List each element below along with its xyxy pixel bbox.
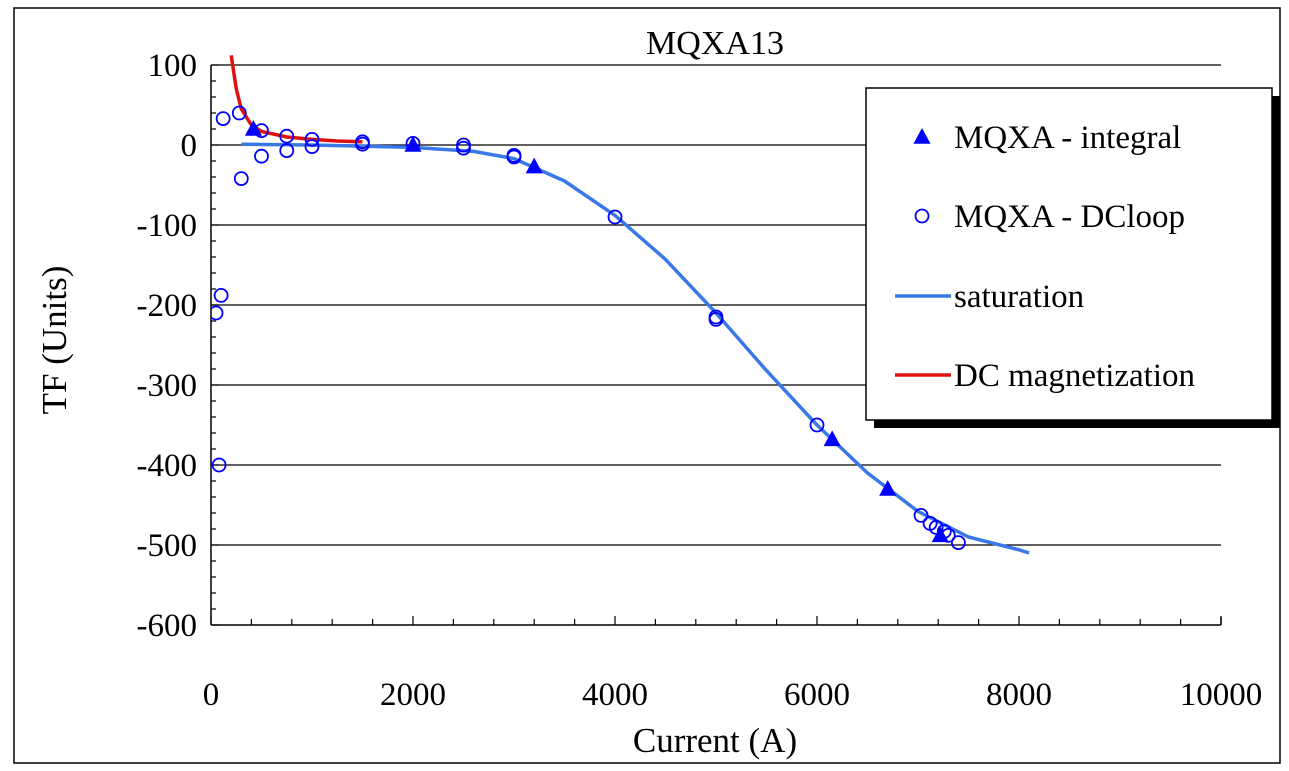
data-point-circle [304,139,320,155]
data-point-circle [913,508,929,523]
data-point-circle [211,457,227,473]
x-tick-label: 0 [203,677,220,713]
series-line-dc-magnetization [229,55,363,144]
data-point-circle [809,417,825,433]
legend-label: saturation [954,279,1084,315]
data-point-circle [231,105,247,121]
legend: MQXA - integral MQXA - DCloop saturation DC… [865,87,1280,428]
y-axis-label: TF (Units) [35,266,74,415]
data-point-circle [211,305,224,321]
data-point-triangle [244,120,262,136]
data-point-circle [279,128,295,144]
data-point-circle [254,123,269,139]
y-tick-label: -400 [137,448,198,484]
data-point-triangle [823,430,841,447]
x-axis-label: Current (A) [633,721,797,760]
legend-swatch-mqxa-integral [913,128,931,144]
data-point-circle [279,143,295,159]
legend-label: MQXA - integral [954,120,1181,156]
data-point-circle [355,136,370,152]
data-point-circle [233,171,249,187]
data-point-circle [940,528,956,543]
data-point-circle [951,535,966,550]
data-point-circle [304,131,320,147]
legend-label: MQXA - DCloop [954,199,1185,235]
x-tick-label: 8000 [986,677,1052,713]
data-point-circle [928,520,944,535]
x-tick-label: 2000 [380,677,446,713]
y-tick-label: -300 [137,368,198,404]
series-dc-magnetization [229,55,363,144]
plot-series [211,55,1030,555]
x-tick-label: 10000 [1180,677,1263,713]
data-point-circle [215,111,231,126]
data-point-circle [213,287,229,303]
series-mqxa-dcloop [211,105,966,550]
data-point-circle [405,135,421,151]
axes: 1000-100-200-300-400-500-6000 2000 4000 600… [137,48,1263,713]
legend-swatch-mqxa-dcloop [914,208,930,224]
data-point-circle [708,311,724,327]
y-tick-label: 0 [181,128,198,164]
chart-title: MQXA13 [646,25,784,62]
data-point-circle [607,209,623,225]
legend-label: DC magnetization [954,358,1195,394]
data-point-circle [456,140,471,156]
y-tick-label: 100 [148,48,198,84]
data-point-triangle [525,157,543,174]
y-tick-label: -100 [137,208,198,244]
y-tick-label: -200 [137,288,198,324]
x-tick-label: 4000 [582,677,648,713]
legend-box [865,87,1273,421]
data-point-circle [936,524,952,539]
y-tick-label: -600 [137,608,198,644]
data-point-circle [506,149,522,165]
x-tick-label: 6000 [784,677,850,713]
y-tick-label: -500 [137,528,198,564]
data-point-circle [254,148,269,164]
data-point-triangle [879,480,897,496]
